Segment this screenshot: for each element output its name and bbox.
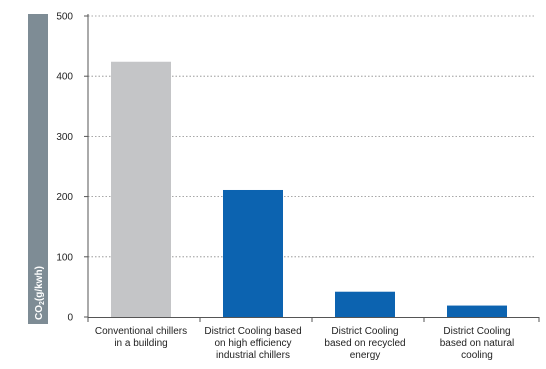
y-tick-label: 0 — [67, 313, 73, 324]
bar — [111, 61, 171, 317]
x-category-label: industrial chillers — [216, 350, 290, 361]
x-category-label: on high efficiency — [214, 338, 291, 349]
y-axis-label-sub: 2 — [39, 301, 46, 305]
y-tick-label: 500 — [56, 12, 73, 23]
x-category-label: in a building — [114, 338, 167, 349]
bar — [447, 305, 507, 317]
bar — [335, 291, 395, 317]
y-axis-label: CO2(g/kwh) — [34, 266, 46, 320]
y-axis-label-rest: (g/kwh) — [34, 266, 45, 301]
x-category-label: energy — [350, 350, 381, 361]
y-axis-ticks: 0 100 200 300 400 500 — [56, 12, 89, 324]
y-axis-band — [28, 14, 48, 324]
y-axis-label-main: CO — [34, 305, 45, 320]
x-category-label: District Cooling based — [204, 326, 301, 337]
bar — [223, 189, 283, 317]
y-tick-label: 300 — [56, 132, 73, 143]
x-category-label: based on natural — [440, 338, 515, 349]
x-category-label: cooling — [461, 350, 493, 361]
y-tick-label: 100 — [56, 252, 73, 263]
x-category-label: District Cooling — [443, 326, 510, 337]
x-category-label: District Cooling — [331, 326, 398, 337]
bars — [111, 61, 507, 317]
y-tick-label: 200 — [56, 192, 73, 203]
x-category-label: Conventional chillers — [95, 326, 187, 337]
x-category-label: based on recycled — [324, 338, 405, 349]
x-axis — [87, 317, 540, 322]
y-tick-label: 400 — [56, 72, 73, 83]
